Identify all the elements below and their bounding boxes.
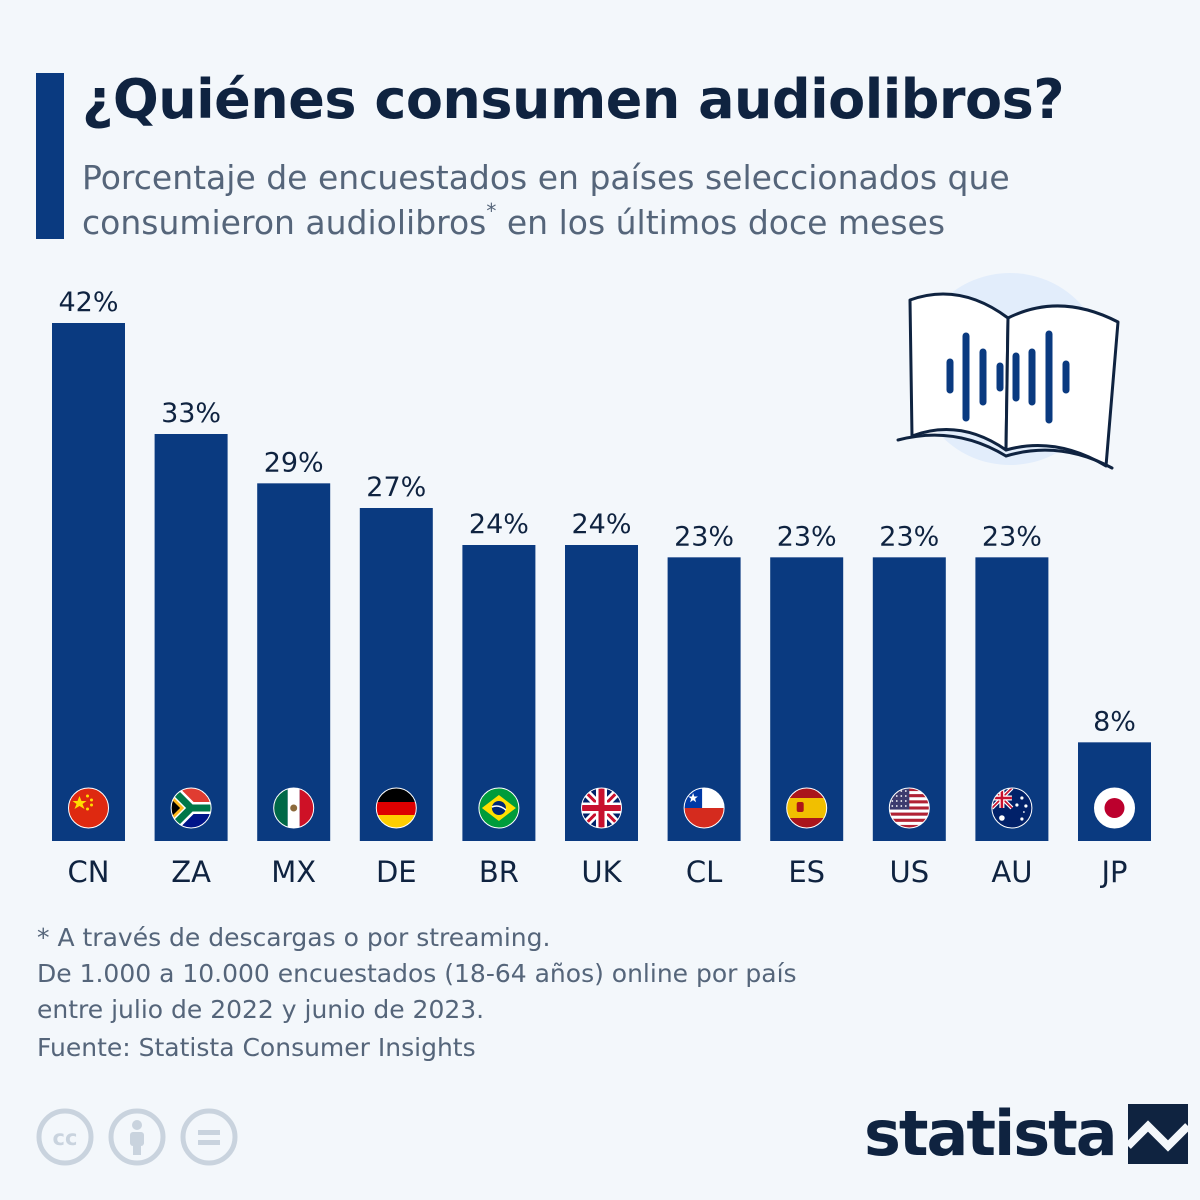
bar-za xyxy=(154,434,228,841)
bar-mx xyxy=(257,483,331,841)
value-label: 42% xyxy=(58,287,118,318)
category-label: CL xyxy=(686,855,722,889)
brand-name: statista xyxy=(864,1097,1118,1170)
bar-cn xyxy=(52,323,125,841)
statista-logo-mark xyxy=(1127,1103,1188,1164)
category-label: BR xyxy=(479,855,519,889)
open-book-audio-icon xyxy=(896,273,1120,470)
chile-flag-icon xyxy=(683,787,725,829)
footnote-period: entre julio de 2022 y junio de 2023. xyxy=(37,995,485,1024)
footnote-sample: De 1.000 a 10.000 encuestados (18-64 año… xyxy=(37,959,797,988)
category-label: UK xyxy=(581,855,622,889)
creative-commons-icon[interactable]: cc xyxy=(36,1108,94,1166)
value-label: 33% xyxy=(161,398,221,429)
subtitle-text: Porcentaje de encuestados en países sele… xyxy=(82,158,1010,242)
page-title: ¿Quiénes consumen audiolibros? xyxy=(82,68,1065,131)
category-label: DE xyxy=(376,855,417,889)
germany-flag-icon xyxy=(375,787,417,829)
value-label: 27% xyxy=(366,472,426,503)
license-icons: cc xyxy=(36,1108,238,1166)
bar-de xyxy=(359,508,433,841)
value-label: 29% xyxy=(264,447,324,478)
category-label: CN xyxy=(68,855,110,889)
brazil-flag-icon xyxy=(478,787,520,829)
category-label: ZA xyxy=(171,855,211,889)
category-label: US xyxy=(889,855,929,889)
statista-logo[interactable]: statista xyxy=(864,1097,1188,1170)
value-label: 24% xyxy=(469,509,529,540)
value-label: 23% xyxy=(674,521,734,552)
value-label: 24% xyxy=(571,509,631,540)
japan-flag-icon xyxy=(1094,787,1135,829)
category-label: MX xyxy=(271,855,316,889)
spain-flag-icon xyxy=(786,787,828,829)
uk-flag-icon xyxy=(581,787,622,829)
subtitle-text-end: en los últimos doce meses xyxy=(506,203,946,242)
usa-flag-icon xyxy=(888,787,930,829)
source-text: Fuente: Statista Consumer Insights xyxy=(37,1033,476,1062)
category-label: AU xyxy=(991,855,1032,889)
category-label: ES xyxy=(788,855,825,889)
category-label: JP xyxy=(1099,855,1127,889)
footnote-asterisk: * A través de descargas o por streaming. xyxy=(37,923,551,952)
value-label: 8% xyxy=(1093,706,1136,737)
footnotes: * A través de descargas o por streaming.… xyxy=(37,920,797,1028)
attribution-icon[interactable] xyxy=(108,1108,166,1166)
australia-flag-icon xyxy=(991,787,1033,829)
svg-text:cc: cc xyxy=(53,1126,78,1150)
subtitle-asterisk: * xyxy=(486,199,497,223)
value-label: 23% xyxy=(879,521,939,552)
value-label: 23% xyxy=(982,521,1042,552)
china-flag-icon xyxy=(68,787,109,829)
value-label: 23% xyxy=(777,521,837,552)
page-subtitle: Porcentaje de encuestados en países sele… xyxy=(82,155,1162,245)
south-africa-flag-icon xyxy=(170,787,212,829)
mexico-flag-icon xyxy=(273,787,315,829)
no-derivatives-icon[interactable] xyxy=(180,1108,238,1166)
accent-bar xyxy=(36,73,64,239)
